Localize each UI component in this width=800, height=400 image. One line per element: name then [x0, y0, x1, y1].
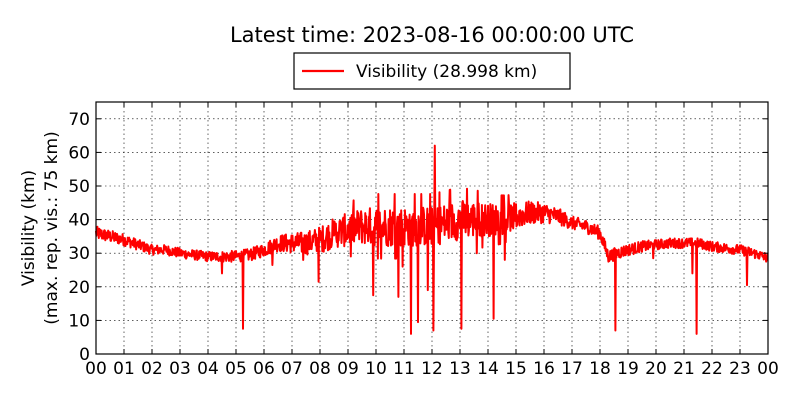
series-visibility — [95, 144, 769, 335]
x-tick-label: 21 — [673, 359, 695, 379]
legend: Visibility (28.998 km) — [293, 52, 571, 90]
y-tick-label: 70 — [68, 110, 90, 130]
x-tick-label: 04 — [197, 359, 219, 379]
x-tick-label: 02 — [141, 359, 163, 379]
y-tick-label: 60 — [68, 143, 90, 163]
series-line — [95, 144, 769, 335]
x-tick-label: 00 — [85, 359, 107, 379]
x-tick-label: 05 — [225, 359, 247, 379]
x-tick-label: 23 — [729, 359, 751, 379]
legend-label: Visibility (28.998 km) — [356, 62, 537, 82]
chart-title: Latest time: 2023-08-16 00:00:00 UTC — [230, 23, 634, 47]
x-tick-label: 00 — [757, 359, 779, 379]
y-tick-label: 20 — [68, 278, 90, 298]
x-tick-label: 16 — [533, 359, 555, 379]
axis-ticks: 00 01 02 03 04 05 06 07 08 09 10 11 12 13 14 15 16 17 18 19… — [68, 102, 779, 379]
x-tick-label: 09 — [337, 359, 359, 379]
y-axis-label-line1: Visibility (km) — [19, 170, 39, 286]
x-tick-label: 15 — [505, 359, 527, 379]
y-tick-label: 0 — [79, 345, 90, 365]
x-tick-label: 11 — [393, 359, 415, 379]
x-tick-label: 12 — [421, 359, 443, 379]
x-tick-label: 03 — [169, 359, 191, 379]
x-tick-label: 10 — [365, 359, 387, 379]
x-tick-label: 17 — [561, 359, 583, 379]
y-tick-label: 30 — [68, 244, 90, 264]
x-tick-label: 13 — [449, 359, 471, 379]
x-tick-label: 22 — [701, 359, 723, 379]
x-tick-label: 14 — [477, 359, 499, 379]
x-tick-label: 01 — [113, 359, 135, 379]
y-tick-label: 50 — [68, 177, 90, 197]
y-axis-label: Visibility (km) (max. rep. vis.: 75 km) — [19, 131, 62, 324]
y-tick-label: 10 — [68, 311, 90, 331]
y-tick-label: 40 — [68, 211, 90, 231]
x-tick-label: 08 — [309, 359, 331, 379]
x-tick-label: 07 — [281, 359, 303, 379]
x-tick-label: 18 — [589, 359, 611, 379]
x-tick-label: 19 — [617, 359, 639, 379]
y-axis-label-line2: (max. rep. vis.: 75 km) — [42, 131, 62, 324]
x-tick-label: 06 — [253, 359, 275, 379]
x-tick-label: 20 — [645, 359, 667, 379]
